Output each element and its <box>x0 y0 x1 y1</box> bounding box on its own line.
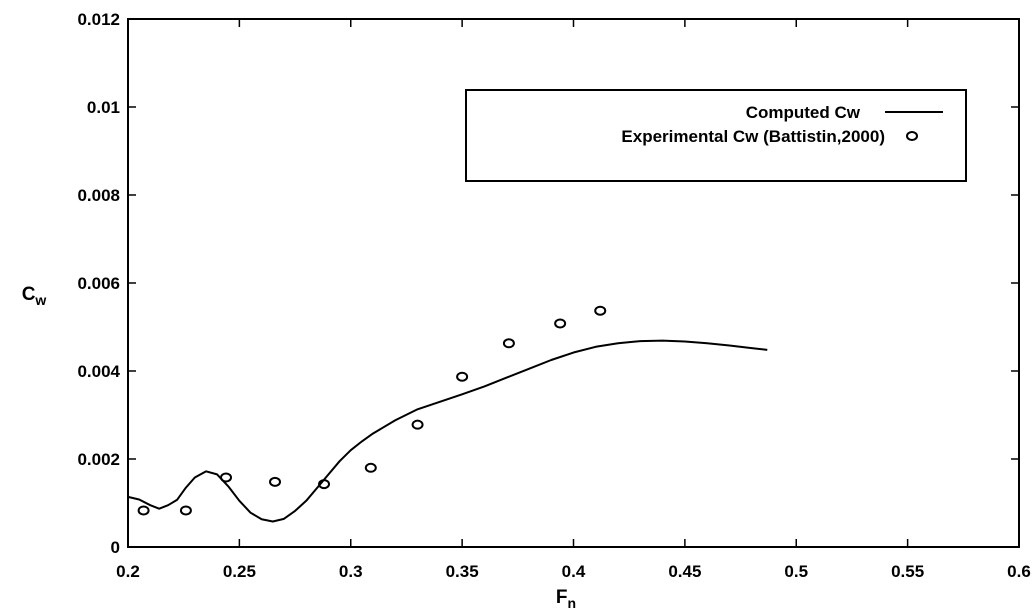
experimental-point <box>411 419 424 430</box>
experimental-point <box>318 479 331 490</box>
y-tick-label: 0.008 <box>77 186 120 205</box>
series-line-computed <box>127 339 768 523</box>
legend-marker-experimental <box>906 131 918 141</box>
legend-label-computed: Computed Cw <box>746 103 861 122</box>
experimental-point <box>269 476 282 487</box>
y-tick-label: 0.004 <box>77 362 120 381</box>
experimental-point <box>502 338 515 349</box>
y-tick-label: 0.002 <box>77 450 120 469</box>
experimental-point <box>179 505 192 516</box>
x-tick-label: 0.6 <box>1007 562 1031 581</box>
experimental-point <box>137 505 150 516</box>
series-layer <box>127 305 768 523</box>
x-tick-label: 0.25 <box>223 562 256 581</box>
x-tick-label: 0.45 <box>668 562 701 581</box>
experimental-point <box>220 472 233 483</box>
y-tick-label: 0.01 <box>87 98 120 117</box>
legend-box <box>465 89 967 182</box>
y-tick-label: 0 <box>111 538 120 557</box>
y-tick-label: 0.012 <box>77 10 120 29</box>
y-axis-title: Cw <box>22 284 47 308</box>
experimental-point <box>594 305 607 316</box>
x-tick-label: 0.5 <box>784 562 808 581</box>
y-tick-label: 0.006 <box>77 274 120 293</box>
legend-label-experimental: Experimental Cw (Battistin,2000) <box>621 127 885 146</box>
tick-labels: 0.2 0.25 0.3 0.35 0.4 0.45 0.5 0.55 0.6 0 0.002 0.0… <box>77 10 1030 581</box>
x-tick-label: 0.55 <box>891 562 924 581</box>
x-axis-title: Fn <box>556 587 576 611</box>
legend: Computed Cw Experimental Cw (Battistin,2… <box>465 89 967 182</box>
x-tick-label: 0.2 <box>116 562 140 581</box>
experimental-point <box>364 462 377 473</box>
ticks <box>127 18 1020 548</box>
experimental-point <box>554 318 567 329</box>
x-tick-label: 0.4 <box>562 562 586 581</box>
experimental-point <box>456 371 469 382</box>
x-tick-label: 0.35 <box>446 562 479 581</box>
x-tick-label: 0.3 <box>339 562 363 581</box>
